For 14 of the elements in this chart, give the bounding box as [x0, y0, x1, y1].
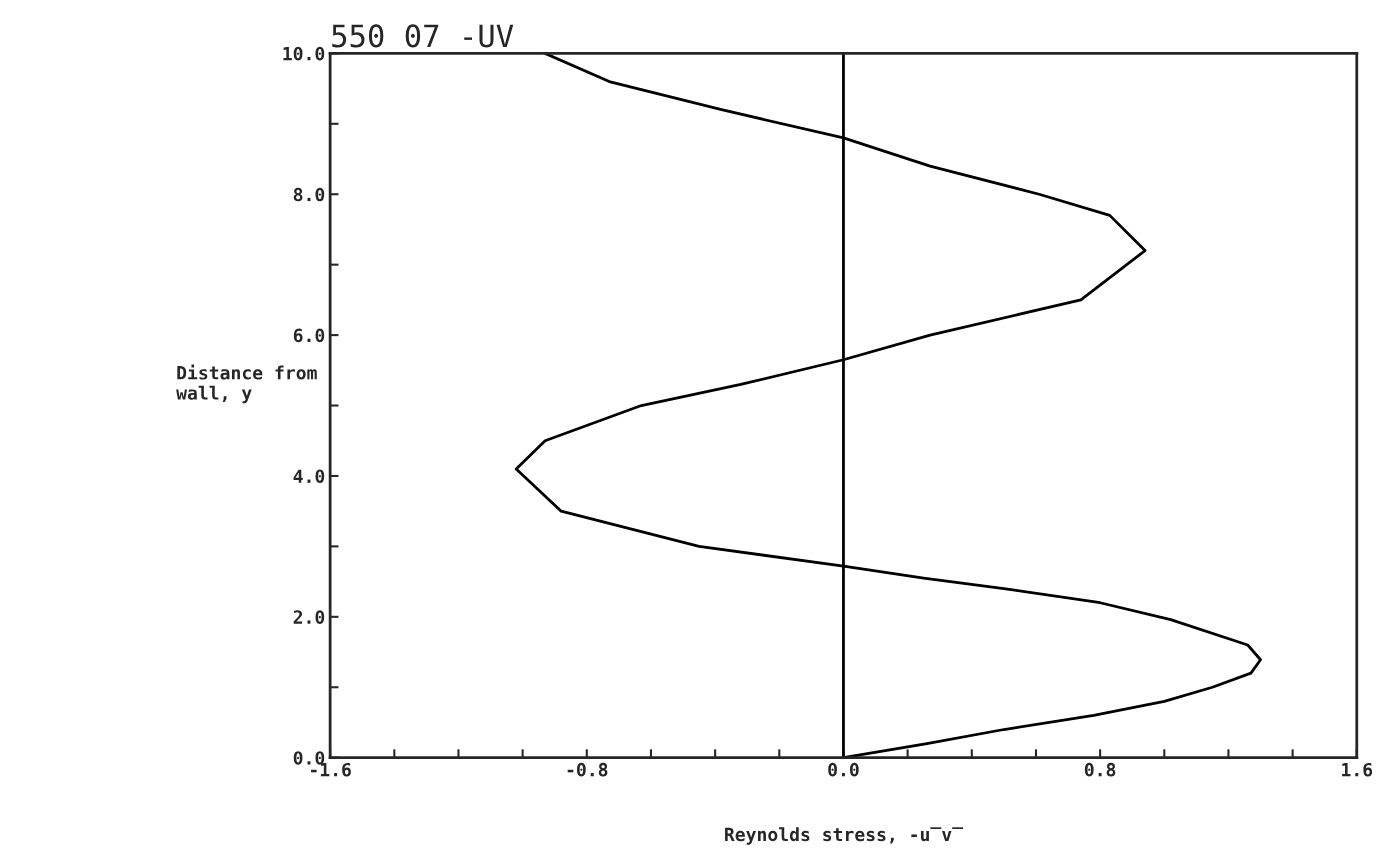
y-tick-label: 10.0 — [283, 46, 325, 61]
y-tick-label: 0.0 — [293, 751, 325, 765]
y-tick-label: 2.0 — [293, 610, 325, 624]
y-axis-title: Distance from wall, y — [176, 364, 317, 404]
x-axis-title: Reynolds stress, -u̅v̅ — [725, 827, 964, 845]
x-tick-label: 0.8 — [1084, 762, 1116, 777]
x-tick-label: -1.6 — [311, 762, 351, 777]
y-tick-label: 4.0 — [293, 469, 325, 484]
x-tick-label: 1.6 — [1342, 762, 1373, 777]
y-tick-label: 8.0 — [293, 187, 325, 202]
x-tick-label: -0.8 — [567, 762, 608, 777]
chart-title: 550 07 -UV — [332, 24, 514, 48]
x-tick-label: 0.0 — [828, 762, 859, 777]
y-tick-label: 6.0 — [293, 328, 325, 343]
